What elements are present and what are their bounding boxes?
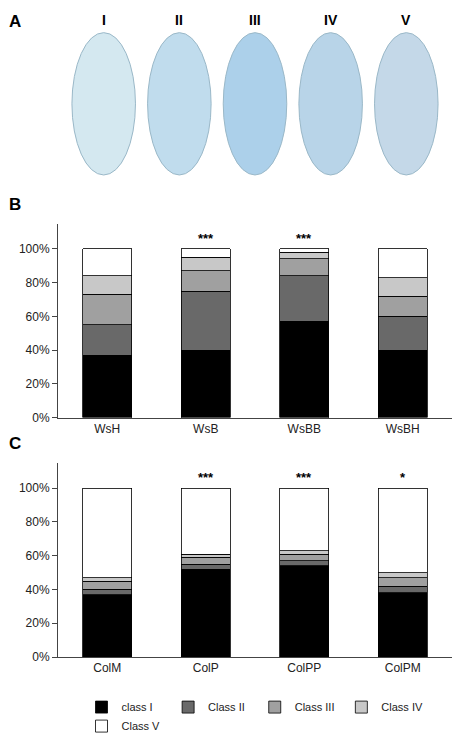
svg-text:Class III: Class III bbox=[295, 701, 335, 713]
svg-text:WsB: WsB bbox=[193, 422, 218, 436]
svg-text:WsH: WsH bbox=[94, 422, 120, 436]
svg-text:80%: 80% bbox=[26, 515, 50, 529]
svg-text:ColPM: ColPM bbox=[385, 661, 421, 675]
svg-text:***: *** bbox=[296, 470, 312, 485]
svg-text:0%: 0% bbox=[32, 411, 50, 425]
svg-text:III: III bbox=[249, 12, 261, 28]
svg-text:WsBH: WsBH bbox=[386, 422, 420, 436]
svg-text:B: B bbox=[9, 195, 21, 214]
svg-text:A: A bbox=[9, 12, 21, 31]
svg-text:II: II bbox=[175, 12, 183, 28]
svg-text:40%: 40% bbox=[26, 583, 50, 597]
svg-text:WsBB: WsBB bbox=[288, 422, 321, 436]
svg-text:100%: 100% bbox=[19, 242, 50, 256]
svg-text:ColPP: ColPP bbox=[287, 661, 321, 675]
svg-text:60%: 60% bbox=[26, 310, 50, 324]
svg-text:80%: 80% bbox=[26, 276, 50, 290]
svg-text:100%: 100% bbox=[19, 481, 50, 495]
svg-text:Class V: Class V bbox=[122, 720, 161, 732]
svg-text:60%: 60% bbox=[26, 549, 50, 563]
svg-text:***: *** bbox=[198, 231, 214, 246]
svg-text:ColP: ColP bbox=[193, 661, 219, 675]
svg-text:*: * bbox=[400, 470, 406, 485]
svg-text:V: V bbox=[401, 12, 411, 28]
svg-text:Class IV: Class IV bbox=[381, 701, 423, 713]
svg-text:***: *** bbox=[198, 470, 214, 485]
svg-text:I: I bbox=[102, 12, 106, 28]
svg-text:20%: 20% bbox=[26, 377, 50, 391]
svg-text:40%: 40% bbox=[26, 343, 50, 357]
svg-text:class I: class I bbox=[122, 701, 153, 713]
svg-text:ColM: ColM bbox=[93, 661, 121, 675]
svg-text:0%: 0% bbox=[32, 650, 50, 664]
svg-text:Class II: Class II bbox=[208, 701, 245, 713]
svg-text:C: C bbox=[9, 434, 21, 453]
svg-text:***: *** bbox=[296, 231, 312, 246]
svg-text:IV: IV bbox=[324, 12, 338, 28]
svg-text:20%: 20% bbox=[26, 616, 50, 630]
